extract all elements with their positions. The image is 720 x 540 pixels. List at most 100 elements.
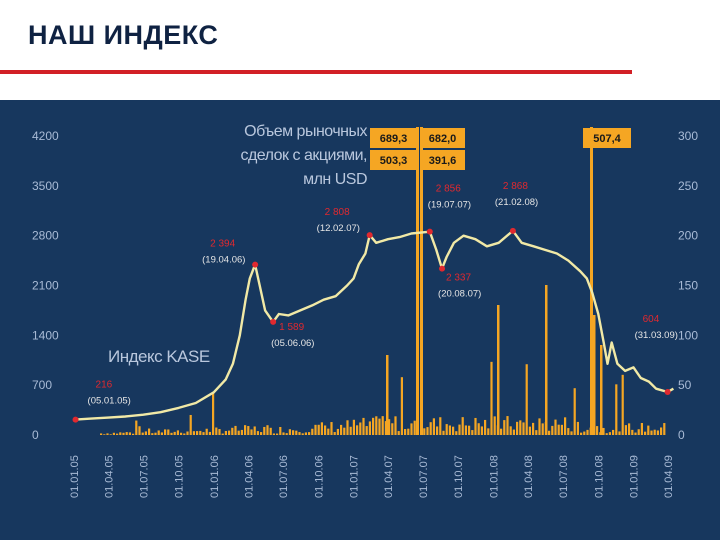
volume-bar [340,424,343,435]
volume-bar [336,428,339,435]
volume-bar [352,419,355,435]
volume-bar [519,420,522,435]
volume-callout-value: 507,4 [593,133,621,145]
left-axis-tick: 0 [32,428,39,442]
volume-callout-box [420,150,465,170]
volume-bar [615,384,618,435]
kase-index-line [75,229,674,421]
index-marker [426,228,433,235]
right-axis-tick: 300 [678,129,698,143]
volume-bar [404,429,407,435]
volume-bar [122,432,125,435]
annotation-value: 2 856 [436,184,461,195]
volume-callout-value: 391,6 [429,155,457,167]
x-axis-tick: 01.04.07 [383,455,395,498]
volume-bar [346,420,349,435]
volume-bar [596,426,599,435]
volume-bar [333,432,336,435]
volume-bar [196,431,199,435]
x-axis-tick: 01.10.06 [313,455,325,498]
volume-bar [660,427,663,435]
volume-bar [545,285,548,435]
volume-bar [551,425,554,435]
volume-bar [237,430,240,435]
volume-bar [538,418,541,435]
volume-bar [500,428,503,435]
volume-bar [557,424,560,435]
volume-bar [202,432,205,435]
volume-bar [282,432,285,435]
volume-bar [468,425,471,435]
volume-bar [256,431,259,435]
volume-bar [151,433,154,435]
volume-bar [365,426,368,435]
annotation-value: 216 [96,380,113,391]
volume-bar [653,429,656,435]
volume-bar [407,428,410,435]
annotation-value: 1 589 [279,322,304,333]
title-underline [0,70,632,74]
volume-bar [317,424,320,435]
volume-bar [327,428,330,435]
x-axis-tick: 01.01.08 [488,455,500,498]
volume-bar [215,427,218,435]
volume-bar [455,431,458,435]
volume-bar [480,426,483,435]
volume-bar [320,422,323,435]
volume-bar [356,425,359,435]
volume-bar [183,433,186,435]
volume-bar [308,432,311,435]
volume-bar [295,430,298,435]
x-axis-tick: 01.04.05 [103,455,115,498]
volume-bar [205,428,208,435]
annotation-date: (21.02.08) [495,197,538,208]
x-axis-tick: 01.07.08 [558,455,570,498]
volume-bar [493,416,496,435]
volume-bar [138,426,141,435]
volume-bar [618,431,621,435]
index-marker [72,416,79,423]
page-title: НАШ ИНДЕКС [28,20,219,50]
volume-bar [314,424,317,435]
volume-bar [647,425,650,435]
left-axis-tick: 3500 [32,179,59,193]
volume-bar [359,422,362,435]
volume-callout-box [420,128,465,148]
volume-bar [458,424,461,435]
volume-bar [400,377,403,435]
volume-bar [570,431,573,435]
volume-bar [554,419,557,435]
volume-bar [432,418,435,435]
volume-bar [423,428,426,435]
volume-callout-value: 503,3 [380,155,408,167]
volume-bar [532,422,535,435]
volume-bar [394,416,397,435]
volume-bar [234,425,237,435]
volume-bar [119,432,122,435]
volume-bar [221,433,224,435]
volume-bar [600,345,603,435]
volume-bar [663,423,666,435]
volume-bar [560,424,563,435]
volume-series-title: сделок с акциями, [240,147,367,164]
volume-bar [612,429,615,435]
volume-bar [141,432,144,435]
kase-index-chart: 689,3 682,0 503,3 391,6 507,4 Объем рыночных с… [32,123,698,498]
volume-bar [442,430,445,435]
index-marker [366,232,373,239]
volume-bar [250,429,253,435]
volume-bar [429,422,432,435]
volume-bar [388,419,391,435]
volume-callout-value: 682,0 [429,133,457,145]
volume-bar [272,433,275,435]
volume-bar [516,421,519,435]
volume-bar-callout [416,127,419,435]
volume-bar [583,431,586,435]
volume-bar [509,426,512,435]
volume-bar [522,422,525,435]
volume-bar [573,388,576,435]
annotation-value: 2 868 [503,181,528,192]
x-axis-tick: 01.04.08 [523,455,535,498]
volume-callout-value: 689,3 [380,133,408,145]
volume-bar [605,433,608,435]
